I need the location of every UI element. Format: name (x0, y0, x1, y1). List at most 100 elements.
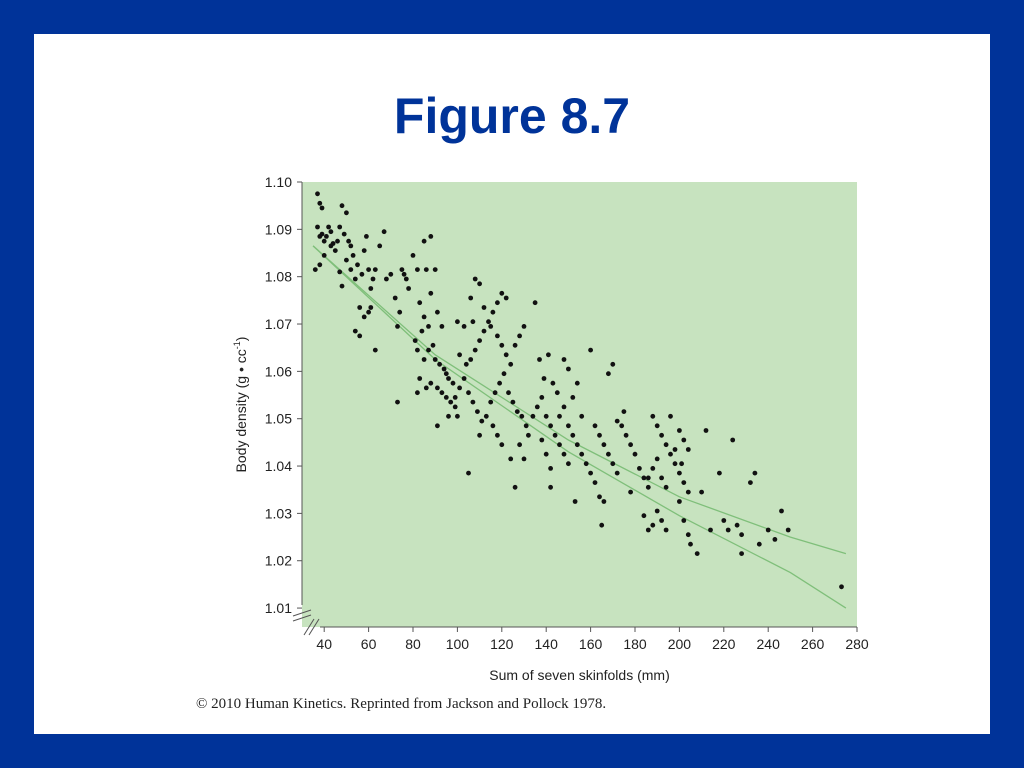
data-point (421, 314, 427, 320)
data-point (470, 399, 476, 405)
data-point (592, 423, 598, 429)
data-point (499, 290, 505, 296)
data-point (537, 357, 542, 362)
data-point (392, 295, 398, 301)
data-point (677, 428, 682, 433)
data-point (645, 475, 651, 481)
data-point (368, 286, 374, 291)
data-point (654, 508, 660, 514)
data-point (317, 262, 323, 268)
x-tick-label: 100 (446, 636, 470, 652)
data-point (321, 238, 327, 244)
data-point (599, 522, 605, 528)
data-point (401, 271, 407, 277)
data-point (468, 295, 474, 301)
data-point (388, 271, 394, 277)
data-point (539, 437, 545, 443)
y-tick-label: 1.10 (265, 174, 292, 190)
data-point (681, 518, 687, 523)
data-point (384, 276, 389, 282)
data-point (477, 432, 482, 438)
y-axis-label: Body density (g • cc-1) (232, 337, 249, 473)
data-point (685, 489, 691, 495)
data-point (561, 404, 567, 410)
data-point (508, 456, 514, 462)
data-point (490, 423, 496, 429)
data-point (512, 342, 518, 348)
data-point (428, 380, 434, 386)
fit-line (312, 245, 847, 555)
data-point (685, 532, 691, 538)
data-point (748, 480, 753, 485)
data-point (739, 551, 744, 556)
data-point (628, 442, 633, 448)
y-axis-break-mark (292, 609, 312, 617)
data-point (508, 361, 514, 367)
data-point (510, 399, 516, 405)
data-point (679, 461, 684, 467)
data-point (419, 328, 425, 334)
x-tick-label: 120 (490, 636, 514, 652)
data-point (481, 328, 487, 334)
data-point (521, 456, 527, 462)
data-point (357, 333, 363, 339)
data-point (650, 413, 656, 419)
data-point (588, 347, 593, 353)
data-point (721, 518, 727, 523)
data-point (503, 352, 509, 358)
data-point (654, 456, 660, 462)
data-point (335, 238, 340, 244)
data-point (472, 276, 478, 282)
data-point (412, 338, 418, 343)
data-point (772, 537, 778, 542)
data-point (475, 409, 480, 414)
data-point (659, 518, 664, 523)
y-tick-label: 1.04 (265, 458, 292, 474)
data-point (470, 319, 476, 325)
y-ticks: 1.01 1.02 1.03 1.04 1.05 1.06 1.07 1.08 1.09 1.10 (265, 174, 302, 616)
data-point (557, 442, 562, 448)
data-point (435, 385, 440, 391)
data-point (708, 527, 713, 533)
plot-background (302, 182, 857, 627)
data-point (495, 333, 500, 339)
data-point (415, 267, 420, 272)
data-point (552, 432, 558, 438)
data-point (628, 489, 633, 495)
data-point (455, 319, 460, 325)
data-point (650, 522, 656, 528)
copyright-credit: © 2010 Human Kinetics. Reprinted from Ja… (196, 696, 607, 712)
x-tick-label: 260 (801, 636, 825, 652)
y-axis-label-end: ) (233, 337, 249, 342)
data-point (344, 210, 349, 216)
data-point (417, 376, 423, 381)
data-point (381, 229, 387, 235)
x-tick-label: 280 (845, 636, 869, 652)
y-tick-label: 1.05 (265, 411, 292, 427)
data-point (548, 423, 553, 429)
y-tick-label: 1.08 (265, 269, 292, 285)
data-point (421, 357, 427, 362)
data-point (466, 390, 471, 396)
data-point (614, 470, 620, 476)
data-point (448, 399, 454, 405)
data-point (492, 390, 498, 396)
x-tick-label: 220 (712, 636, 736, 652)
data-point (319, 205, 325, 211)
data-point (406, 286, 411, 291)
data-point (672, 461, 678, 467)
data-point (364, 234, 369, 239)
data-point (423, 267, 429, 272)
data-point (570, 395, 576, 400)
data-point (437, 361, 442, 367)
data-point (588, 470, 593, 476)
data-point (668, 413, 673, 419)
data-point (526, 432, 531, 438)
data-point (677, 470, 682, 476)
data-point (650, 466, 656, 471)
data-point (561, 357, 567, 362)
data-point (452, 404, 458, 410)
data-point (479, 418, 485, 424)
x-tick-label: 160 (579, 636, 603, 652)
data-point (514, 409, 520, 414)
